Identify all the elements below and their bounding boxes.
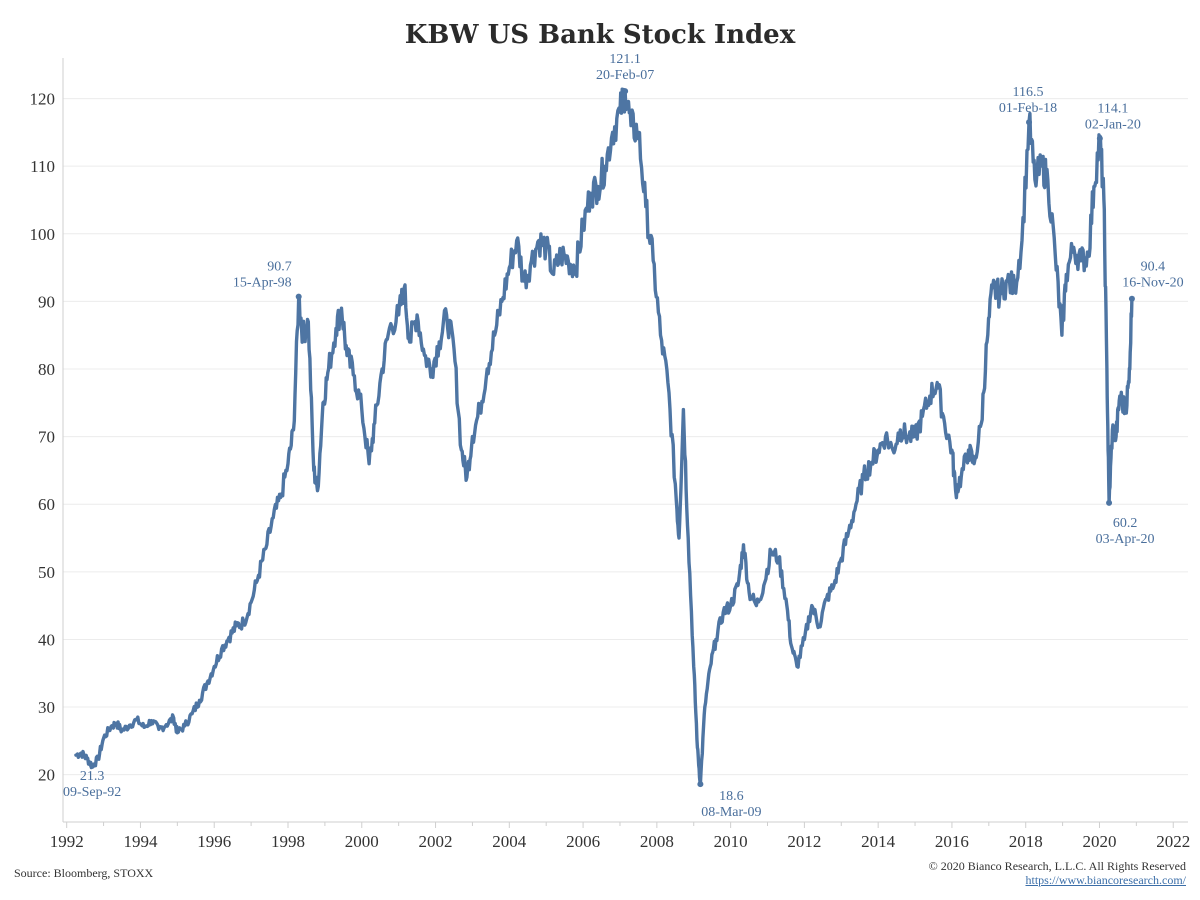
annotation-value: 90.7 bbox=[267, 260, 292, 275]
annotation-value: 116.5 bbox=[1013, 85, 1044, 100]
annotation-marker bbox=[1026, 119, 1033, 126]
annotation-value: 21.3 bbox=[80, 769, 105, 784]
annotation-value: 60.2 bbox=[1113, 516, 1138, 531]
x-tick-label: 2014 bbox=[861, 832, 896, 851]
y-tick-label: 70 bbox=[38, 428, 55, 447]
annotation-date: 08-Mar-09 bbox=[701, 805, 761, 820]
x-axis-ticks: 1992 1994 1996 1998 2000 2002 2004 2006 2008 2010… bbox=[50, 832, 1191, 851]
y-tick-label: 100 bbox=[30, 225, 56, 244]
annotation-value: 18.6 bbox=[719, 789, 744, 804]
x-tick-label: 2002 bbox=[419, 832, 453, 851]
annotation-marker bbox=[295, 293, 302, 300]
y-tick-label: 110 bbox=[30, 157, 55, 176]
annotation-marker bbox=[1096, 135, 1103, 142]
x-tick-label: 2022 bbox=[1156, 832, 1190, 851]
y-tick-label: 120 bbox=[30, 90, 56, 109]
annotation-value: 121.1 bbox=[609, 52, 641, 67]
copyright-block: © 2020 Bianco Research, L.L.C. All Right… bbox=[929, 859, 1186, 887]
annotations: 21.309-Sep-92 90.715-Apr-98 121.120-Feb-07… bbox=[63, 52, 1184, 820]
annotation-marker bbox=[89, 762, 96, 769]
x-tick-label: 2008 bbox=[640, 832, 674, 851]
x-tick-label: 1998 bbox=[271, 832, 305, 851]
annotation-date: 20-Feb-07 bbox=[596, 68, 654, 83]
annotation-date: 15-Apr-98 bbox=[233, 276, 292, 291]
gridlines bbox=[63, 98, 1188, 776]
annotation-marker bbox=[1128, 295, 1135, 302]
annotation-marker bbox=[1106, 499, 1113, 506]
y-axis-ticks: 20 30 40 50 60 70 80 90 100 110 120 bbox=[30, 90, 56, 785]
x-tick-label: 2018 bbox=[1009, 832, 1043, 851]
x-tick-label: 2012 bbox=[787, 832, 821, 851]
website-link[interactable]: https://www.biancoresearch.com/ bbox=[1025, 873, 1186, 887]
x-tick-label: 2004 bbox=[492, 832, 527, 851]
x-tick-label: 2010 bbox=[714, 832, 748, 851]
x-tick-label: 1994 bbox=[123, 832, 158, 851]
x-tick-label: 2006 bbox=[566, 832, 600, 851]
x-tick-label: 1992 bbox=[50, 832, 84, 851]
x-tick-label: 2020 bbox=[1082, 832, 1116, 851]
source-note: Source: Bloomberg, STOXX bbox=[14, 866, 154, 880]
chart-title: KBW US Bank Stock Index bbox=[405, 20, 796, 50]
x-tick-label: 2000 bbox=[345, 832, 379, 851]
y-tick-label: 60 bbox=[38, 495, 55, 514]
annotation-date: 02-Jan-20 bbox=[1085, 117, 1141, 132]
annotation-value: 90.4 bbox=[1141, 260, 1166, 275]
annotation-date: 16-Nov-20 bbox=[1122, 276, 1183, 291]
y-tick-label: 30 bbox=[38, 698, 55, 717]
y-tick-label: 40 bbox=[38, 630, 55, 649]
annotation-date: 01-Feb-18 bbox=[999, 101, 1057, 116]
x-tick-label: 1996 bbox=[197, 832, 231, 851]
annotation-marker bbox=[622, 88, 629, 95]
annotation-marker bbox=[697, 781, 704, 788]
annotation-value: 114.1 bbox=[1097, 101, 1128, 116]
axes bbox=[62, 58, 1188, 828]
x-tick-label: 2016 bbox=[935, 832, 969, 851]
y-tick-label: 20 bbox=[38, 766, 55, 785]
y-tick-label: 90 bbox=[38, 292, 55, 311]
annotation-date: 03-Apr-20 bbox=[1096, 532, 1155, 547]
y-tick-label: 50 bbox=[38, 563, 55, 582]
annotation-date: 09-Sep-92 bbox=[63, 785, 121, 800]
copyright-text: © 2020 Bianco Research, L.L.C. All Right… bbox=[928, 859, 1186, 873]
y-tick-label: 80 bbox=[38, 360, 55, 379]
